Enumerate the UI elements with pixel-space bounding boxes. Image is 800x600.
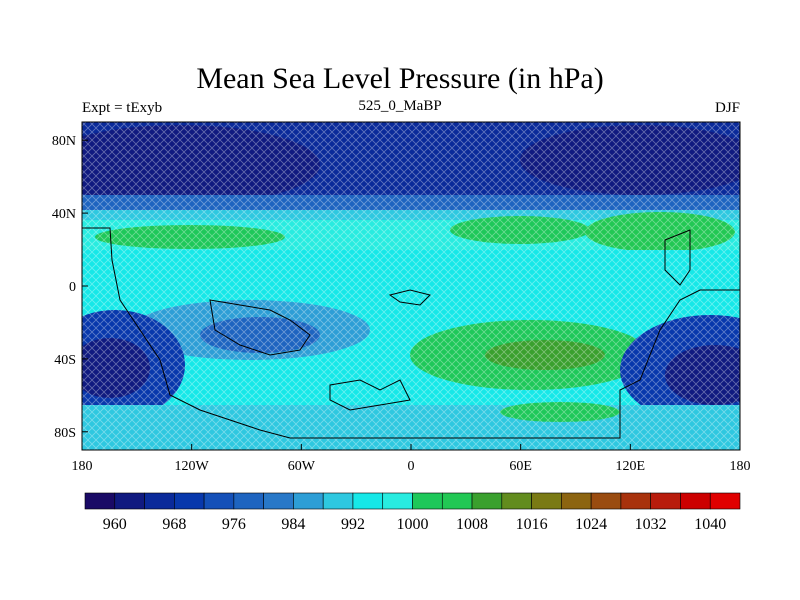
colorbar-swatch bbox=[680, 492, 711, 510]
colorbar-swatch bbox=[531, 492, 562, 510]
colorbar-swatch bbox=[561, 492, 592, 510]
x-tick-label: 60E bbox=[509, 459, 532, 474]
colorbar-label: 976 bbox=[222, 516, 246, 533]
y-tick-label: 40S bbox=[54, 353, 76, 368]
colorbar-label: 1016 bbox=[516, 516, 548, 533]
x-axis: 180 120W 60W 0 60E 120E 180 bbox=[72, 444, 751, 474]
x-tick-label: 60W bbox=[288, 459, 316, 474]
colorbar-swatch bbox=[352, 492, 384, 510]
y-tick-label: 80N bbox=[52, 134, 76, 149]
colorbar-swatch bbox=[174, 492, 205, 510]
y-tick-label: 40N bbox=[52, 207, 76, 222]
colorbar-swatch bbox=[471, 492, 503, 510]
colorbar-swatch bbox=[263, 492, 294, 510]
colorbar-swatch bbox=[620, 492, 651, 510]
colorbar-swatch bbox=[293, 492, 324, 510]
colorbar-swatch bbox=[322, 492, 354, 510]
colorbar: 960 968 976 984 992 1000 1008 1016 1024 1032 1040 bbox=[84, 492, 741, 533]
colorbar-label: 960 bbox=[103, 516, 127, 533]
y-tick-label: 0 bbox=[69, 280, 76, 295]
colorbar-label: 992 bbox=[341, 516, 365, 533]
colorbar-label: 968 bbox=[162, 516, 186, 533]
colorbar-swatch bbox=[84, 492, 116, 510]
colorbar-label: 1040 bbox=[694, 516, 726, 533]
x-tick-label: 180 bbox=[730, 459, 751, 474]
colorbar-swatch bbox=[144, 492, 175, 510]
y-axis: 80N 40N 0 40S 80S bbox=[52, 134, 88, 441]
y-tick-label: 80S bbox=[54, 426, 76, 441]
colorbar-label: 1032 bbox=[635, 516, 667, 533]
colorbar-label: 1024 bbox=[575, 516, 607, 533]
colorbar-swatch bbox=[650, 492, 681, 510]
x-tick-label: 180 bbox=[72, 459, 93, 474]
colorbar-swatch bbox=[382, 492, 413, 510]
colorbar-swatch bbox=[590, 492, 622, 510]
season-label: DJF bbox=[714, 100, 740, 116]
period-label: 525_0_MaBP bbox=[358, 98, 442, 114]
colorbar-swatch bbox=[501, 492, 532, 510]
x-tick-label: 120W bbox=[175, 459, 210, 474]
colorbar-label: 984 bbox=[281, 516, 305, 533]
colorbar-label: 1000 bbox=[397, 516, 429, 533]
x-tick-label: 120E bbox=[616, 459, 646, 474]
pressure-field bbox=[82, 122, 740, 450]
map-title: Mean Sea Level Pressure (in hPa) bbox=[196, 62, 604, 95]
colorbar-swatch bbox=[412, 492, 443, 510]
colorbar-swatch bbox=[441, 492, 473, 510]
x-tick-label: 0 bbox=[408, 459, 415, 474]
experiment-label: Expt = tExyb bbox=[82, 100, 163, 116]
coastlines bbox=[82, 227, 740, 439]
colorbar-label: 1008 bbox=[456, 516, 488, 533]
colorbar-swatch bbox=[203, 492, 235, 510]
colorbar-swatch bbox=[709, 492, 741, 510]
field-hatching bbox=[82, 122, 740, 450]
colorbar-swatch bbox=[114, 492, 145, 510]
colorbar-swatch bbox=[233, 492, 264, 510]
